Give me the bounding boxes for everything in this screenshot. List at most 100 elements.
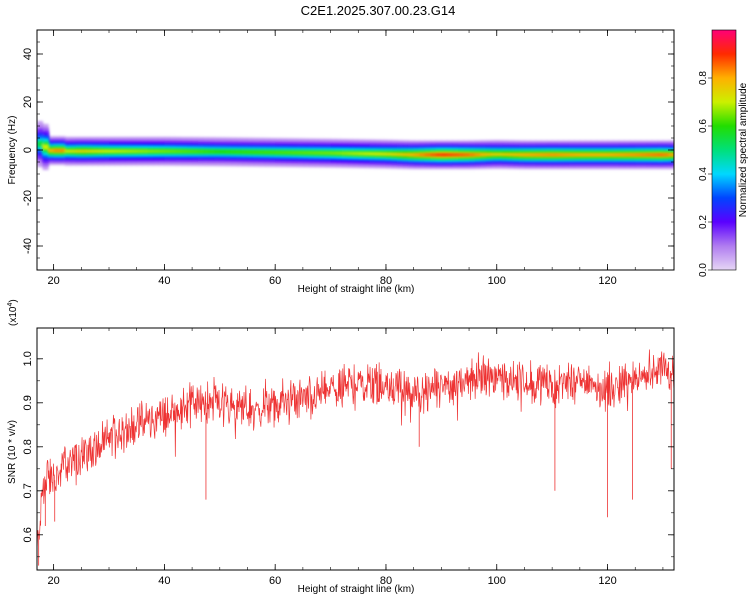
- y-tick-label: 20: [22, 96, 34, 108]
- snr-dips: [38, 373, 672, 566]
- y-tick-label: 0.9: [22, 395, 34, 410]
- band-cell: [535, 153, 542, 157]
- band-cell: [125, 149, 132, 153]
- band-cell: [280, 150, 287, 155]
- snr-x-label: Height of straight line (km): [298, 584, 415, 595]
- band-cell: [264, 150, 271, 154]
- band-cell: [286, 150, 293, 155]
- band-cell: [269, 150, 276, 155]
- colorbar: 0.0 0.2 0.4 0.6 0.8 Normalized spectral ampl…: [698, 29, 749, 277]
- colorbar-tick-label: 0.6: [698, 119, 709, 133]
- band-cell: [236, 150, 243, 154]
- y-tick-label: 0.6: [22, 527, 34, 542]
- band-cell: [59, 148, 66, 153]
- band-cell: [618, 153, 625, 157]
- snr-y-scale: (x104): [7, 299, 19, 326]
- band-cell: [419, 153, 426, 157]
- band-cell: [142, 149, 149, 153]
- spectrogram-x-label: Height of straight line (km): [298, 284, 415, 295]
- band-cell: [662, 153, 670, 157]
- band-cell: [452, 153, 459, 157]
- band-cell: [192, 149, 199, 154]
- band-cell: [247, 150, 254, 154]
- band-cell: [629, 153, 636, 157]
- band-cell: [53, 148, 60, 153]
- band-cell: [330, 151, 337, 155]
- band-cell: [103, 149, 110, 153]
- band-cell: [424, 153, 431, 157]
- band-cell: [624, 153, 631, 157]
- x-tick-label: 40: [158, 575, 170, 587]
- band-cell: [413, 153, 420, 157]
- band-cell: [81, 149, 88, 153]
- band-cell: [435, 153, 442, 157]
- band-cell: [491, 152, 498, 157]
- band-cell: [579, 153, 586, 157]
- band-cell: [253, 150, 260, 154]
- snr-panel: 20 40 60 80 100 120 0.6 0.7 0.8 0.9 1.0 Height of…: [7, 299, 675, 595]
- band-cell: [153, 149, 160, 153]
- band-cell: [109, 149, 116, 153]
- band-cell: [640, 153, 647, 157]
- band-cell: [541, 153, 548, 157]
- band-cell: [230, 150, 238, 154]
- snr-y-scale-base: (x10: [8, 306, 19, 326]
- band-cell: [607, 153, 614, 157]
- band-cell: [430, 153, 437, 157]
- snr-y-label: SNR (10 * v/v): [7, 420, 18, 484]
- band-cell: [496, 152, 503, 157]
- band-cell: [219, 150, 226, 154]
- band-cell: [208, 149, 215, 154]
- band-cell: [352, 151, 359, 156]
- spectrogram-panel: 20 40 60 80 100 120 40 20 0 -20 -40 Height of str…: [7, 29, 675, 295]
- band-cell: [380, 152, 387, 156]
- band-layer: [37, 141, 674, 157]
- band-cell: [385, 152, 393, 156]
- band-cell: [546, 153, 553, 157]
- band-cell: [70, 149, 77, 153]
- band-cell: [563, 153, 570, 157]
- band-cell: [463, 153, 470, 157]
- x-tick-label: 100: [488, 275, 506, 287]
- band-cell: [114, 149, 121, 153]
- band-cell: [291, 150, 298, 155]
- band-cell: [457, 153, 465, 157]
- band-cell: [474, 152, 481, 157]
- band-cell: [635, 153, 642, 157]
- band-cell: [313, 151, 321, 155]
- x-tick-label: 60: [269, 275, 281, 287]
- y-tick-label: 1.0: [22, 351, 34, 366]
- band-cell: [64, 149, 71, 153]
- y-tick-label: -40: [22, 238, 34, 254]
- band-cell: [203, 149, 210, 154]
- band-cell: [297, 151, 304, 155]
- band-cell: [596, 153, 603, 157]
- colorbar-tick-label: 0.8: [698, 71, 709, 85]
- band-cell: [397, 152, 404, 157]
- band-cell: [651, 153, 658, 157]
- x-tick-label: 20: [47, 275, 59, 287]
- spectrogram-band: [37, 120, 674, 171]
- band-cell: [480, 152, 487, 157]
- chart-title: C2E1.2025.307.00.23.G14: [301, 3, 456, 18]
- band-cell: [258, 150, 265, 154]
- band-cell: [574, 153, 581, 157]
- band-cell: [347, 151, 354, 156]
- colorbar-label: Normalized spectral amplitude: [738, 82, 749, 217]
- y-tick-label: 40: [22, 48, 34, 60]
- snr-y-scale-exponent: 4: [7, 303, 14, 307]
- band-cell: [552, 153, 559, 157]
- y-tick-label: 0: [22, 147, 34, 153]
- band-cell: [524, 153, 531, 157]
- band-cell: [369, 152, 376, 156]
- band-cell: [358, 151, 365, 156]
- band-cell: [147, 149, 154, 153]
- snr-series-line: [37, 349, 674, 552]
- x-tick-label: 60: [269, 575, 281, 587]
- band-cell: [302, 151, 310, 155]
- band-cell: [341, 151, 348, 156]
- spectrogram-y-ticks: 40 20 0 -20 -40: [22, 41, 674, 259]
- spectrogram-y-label: Frequency (Hz): [7, 116, 18, 185]
- colorbar-gradient: [712, 30, 736, 270]
